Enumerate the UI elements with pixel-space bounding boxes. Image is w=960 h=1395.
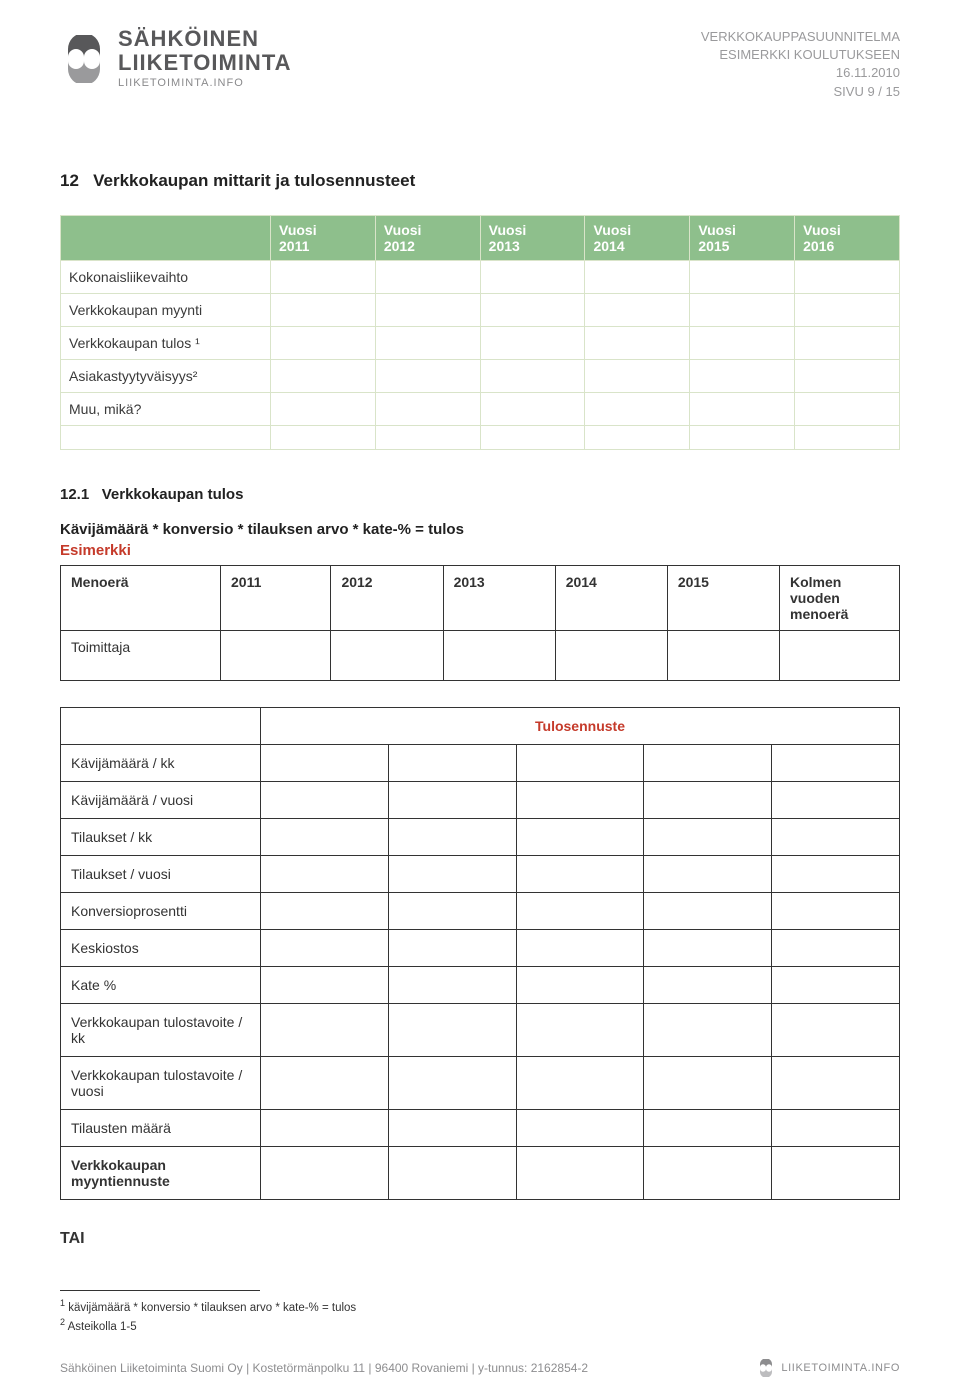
header-meta-line2: ESIMERKKI KOULUTUKSEEN	[701, 46, 900, 64]
year-col: Vuosi2014	[585, 215, 690, 260]
metrics-table: Vuosi2011 Vuosi2012 Vuosi2013 Vuosi2014 …	[60, 215, 900, 450]
brand-logo-icon	[60, 35, 108, 83]
header-meta-line1: VERKKOKAUPPASUUNNITELMA	[701, 28, 900, 46]
footnote-1: 1 kävijämäärä * konversio * tilauksen ar…	[60, 1297, 620, 1316]
table-row: Verkkokaupan tulostavoite / vuosi	[61, 1056, 900, 1109]
table-row: Keskiostos	[61, 929, 900, 966]
footnote-separator	[60, 1290, 260, 1291]
col-header: 2011	[221, 565, 331, 630]
row-label: Asiakastyytyväisyys²	[61, 359, 271, 392]
row-label: Verkkokaupan myynti	[61, 293, 271, 326]
row-label: Konversioprosentti	[61, 892, 261, 929]
header-meta-page: SIVU 9 / 15	[701, 83, 900, 101]
subsection-heading: 12.1 Verkkokaupan tulos	[60, 486, 900, 503]
year-col: Vuosi2013	[480, 215, 585, 260]
section-number: 12	[60, 171, 79, 190]
col-header: Menoerä	[61, 565, 221, 630]
formula-text: Kävijämäärä * konversio * tilauksen arvo…	[60, 521, 900, 538]
row-label: Verkkokaupan tulos ¹	[61, 326, 271, 359]
col-header: Kolmen vuoden menoerä	[780, 565, 900, 630]
row-label: Toimittaja	[61, 630, 221, 680]
table-corner	[61, 215, 271, 260]
row-label: Verkkokaupan myyntiennuste	[61, 1146, 261, 1199]
table-row: Verkkokaupan myyntiennuste	[61, 1146, 900, 1199]
table-row: Kate %	[61, 966, 900, 1003]
year-col: Vuosi2016	[795, 215, 900, 260]
footnote-2: 2 Asteikolla 1-5	[60, 1316, 620, 1335]
row-label: Kävijämäärä / kk	[61, 744, 261, 781]
page-footer: Sähköinen Liiketoiminta Suomi Oy | Koste…	[60, 1359, 900, 1377]
brand-line2: LIIKETOIMINTA	[118, 52, 292, 74]
tai-label: TAI	[60, 1230, 900, 1248]
section-title: Verkkokaupan mittarit ja tulosennusteet	[93, 171, 415, 190]
col-header: 2014	[555, 565, 667, 630]
col-header: 2013	[443, 565, 555, 630]
table-row: Toimittaja	[61, 630, 900, 680]
table-row: Tilaukset / kk	[61, 818, 900, 855]
footer-logo-text: LIIKETOIMINTA.INFO	[781, 1362, 900, 1374]
row-label: Kokonaisliikevaihto	[61, 260, 271, 293]
row-label: Verkkokaupan tulostavoite / vuosi	[61, 1056, 261, 1109]
col-header: 2012	[331, 565, 443, 630]
table-row: Asiakastyytyväisyys²	[61, 359, 900, 392]
row-label: Tilaukset / vuosi	[61, 855, 261, 892]
brand-logo-text: SÄHKÖINEN LIIKETOIMINTA LIIKETOIMINTA.IN…	[118, 28, 292, 89]
table-row: Muu, mikä?	[61, 392, 900, 425]
footer-logo-icon	[757, 1359, 775, 1377]
header-meta-date: 16.11.2010	[701, 64, 900, 82]
row-label: Verkkokaupan tulostavoite / kk	[61, 1003, 261, 1056]
table-row: Kävijämäärä / kk	[61, 744, 900, 781]
page: SÄHKÖINEN LIIKETOIMINTA LIIKETOIMINTA.IN…	[0, 0, 960, 1395]
table-row: Tilausten määrä	[61, 1109, 900, 1146]
table-header-row: Vuosi2011 Vuosi2012 Vuosi2013 Vuosi2014 …	[61, 215, 900, 260]
col-header: 2015	[667, 565, 779, 630]
example-label: Esimerkki	[60, 542, 900, 559]
table-row: Kävijämäärä / vuosi	[61, 781, 900, 818]
table-header-row: Tulosennuste	[61, 707, 900, 744]
header-meta: VERKKOKAUPPASUUNNITELMA ESIMERKKI KOULUT…	[701, 28, 900, 101]
table-row: Verkkokaupan tulos ¹	[61, 326, 900, 359]
table-row: Verkkokaupan tulostavoite / kk	[61, 1003, 900, 1056]
footer-text: Sähköinen Liiketoiminta Suomi Oy | Koste…	[60, 1361, 588, 1375]
year-col: Vuosi2011	[271, 215, 376, 260]
subsection-title: Verkkokaupan tulos	[102, 486, 244, 503]
table-corner	[61, 707, 261, 744]
brand-subline: LIIKETOIMINTA.INFO	[118, 78, 292, 89]
forecast-header: Tulosennuste	[261, 707, 900, 744]
brand-logo: SÄHKÖINEN LIIKETOIMINTA LIIKETOIMINTA.IN…	[60, 28, 292, 89]
table-row-empty	[61, 425, 900, 449]
brand-line1: SÄHKÖINEN	[118, 28, 292, 50]
content: 12 Verkkokaupan mittarit ja tulosennuste…	[60, 171, 900, 1335]
table-row: Konversioprosentti	[61, 892, 900, 929]
footnotes: 1 kävijämäärä * konversio * tilauksen ar…	[60, 1297, 620, 1335]
row-label: Tilaukset / kk	[61, 818, 261, 855]
section-heading: 12 Verkkokaupan mittarit ja tulosennuste…	[60, 171, 900, 191]
page-header: SÄHKÖINEN LIIKETOIMINTA LIIKETOIMINTA.IN…	[60, 0, 900, 101]
row-label: Keskiostos	[61, 929, 261, 966]
table-row: Kokonaisliikevaihto	[61, 260, 900, 293]
footer-logo: LIIKETOIMINTA.INFO	[757, 1359, 900, 1377]
row-label: Tilausten määrä	[61, 1109, 261, 1146]
table-header-row: Menoerä 2011 2012 2013 2014 2015 Kolmen …	[61, 565, 900, 630]
row-label: Muu, mikä?	[61, 392, 271, 425]
year-col: Vuosi2015	[690, 215, 795, 260]
row-label: Kate %	[61, 966, 261, 1003]
year-col: Vuosi2012	[375, 215, 480, 260]
expense-table: Menoerä 2011 2012 2013 2014 2015 Kolmen …	[60, 565, 900, 681]
table-row: Verkkokaupan myynti	[61, 293, 900, 326]
row-label: Kävijämäärä / vuosi	[61, 781, 261, 818]
subsection-number: 12.1	[60, 486, 89, 503]
table-row: Tilaukset / vuosi	[61, 855, 900, 892]
forecast-table: Tulosennuste Kävijämäärä / kk Kävijämäär…	[60, 707, 900, 1200]
